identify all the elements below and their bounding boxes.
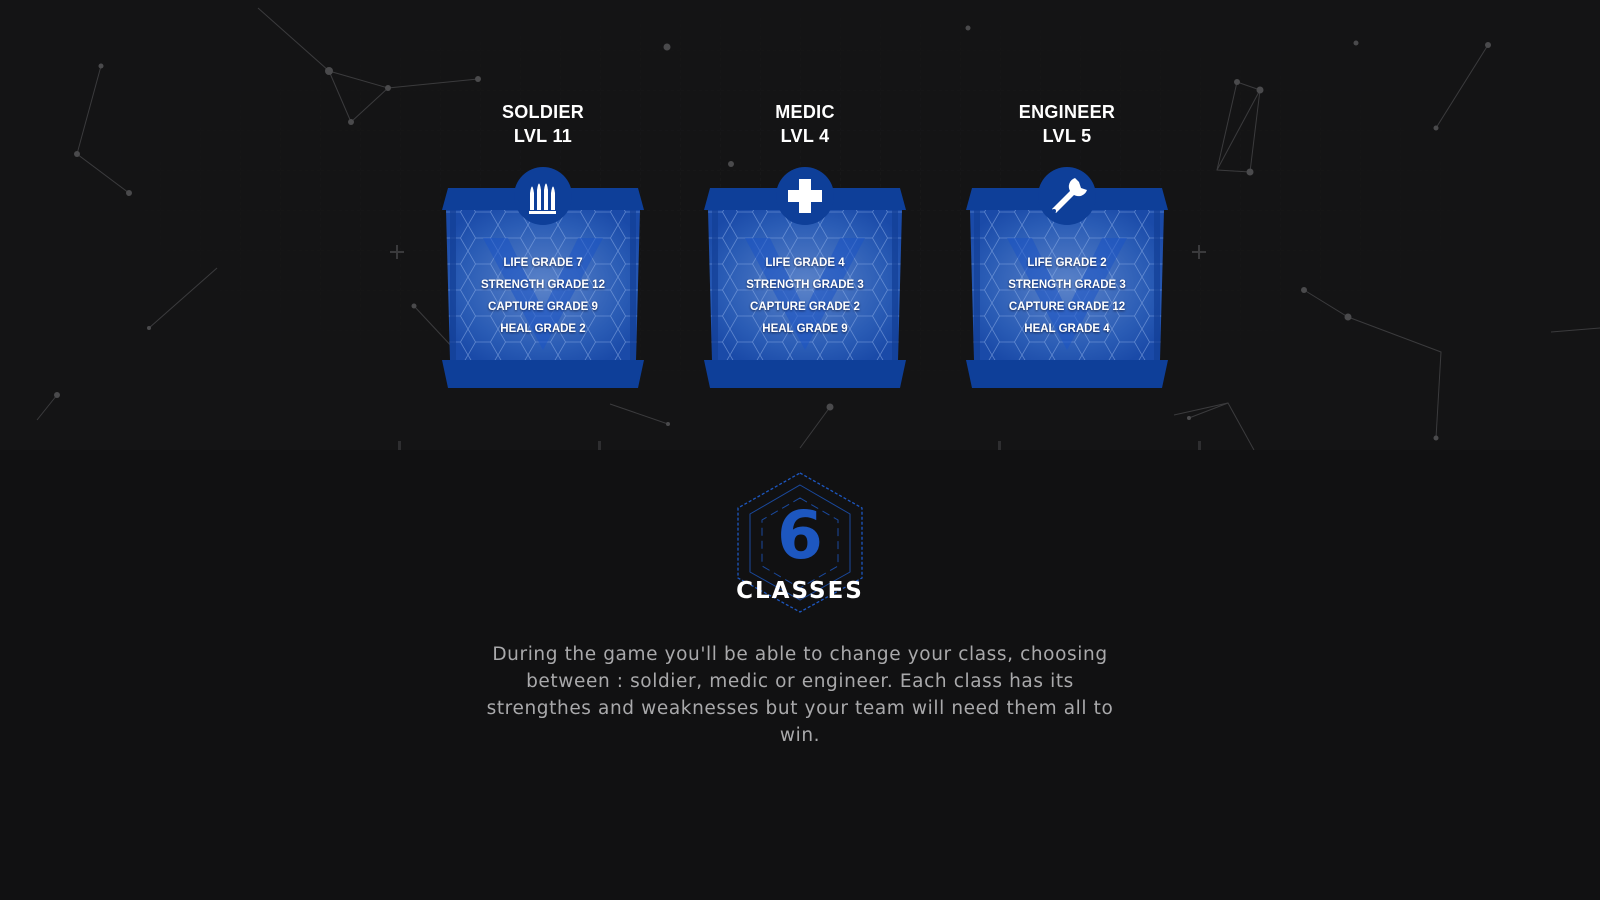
- stat-heal: HEAL GRADE 4: [1024, 323, 1110, 335]
- card-frame: [704, 188, 906, 388]
- wrench-icon: [1038, 167, 1096, 225]
- class-name: MEDIC: [775, 102, 835, 122]
- stat-heal: HEAL GRADE 2: [500, 323, 586, 335]
- stat-heal: HEAL GRADE 9: [762, 323, 848, 335]
- class-title: MEDIC LVL 4: [700, 100, 910, 148]
- hexagon-badge: [737, 472, 863, 613]
- class-stats: LIFE GRADE 4 STRENGTH GRADE 3 CAPTURE GR…: [700, 252, 910, 340]
- stat-strength: STRENGTH GRADE 12: [481, 279, 605, 291]
- class-level: LVL 11: [513, 126, 573, 146]
- stat-capture: CAPTURE GRADE 2: [750, 301, 860, 313]
- stat-life: LIFE GRADE 2: [1027, 257, 1107, 269]
- class-name: SOLDIER: [501, 102, 585, 122]
- class-card-engineer[interactable]: ENGINEER LVL 5 LIFE GRADE 2 STRENGTH GRA…: [962, 100, 1172, 400]
- class-count-label: CLASSES: [736, 578, 864, 604]
- class-level: LVL 5: [1042, 126, 1092, 146]
- card-frame: [966, 188, 1168, 388]
- class-card-soldier[interactable]: SOLDIER LVL 11 LIFE GRADE 7 STRENGTH GRA…: [438, 100, 648, 400]
- medical-cross-icon: [776, 167, 834, 225]
- bullets-icon: [514, 167, 572, 225]
- classes-description: During the game you'll be able to change…: [486, 644, 1114, 746]
- stat-life: LIFE GRADE 7: [503, 257, 583, 269]
- stat-strength: STRENGTH GRADE 3: [746, 279, 864, 291]
- class-title: SOLDIER LVL 11: [438, 100, 648, 148]
- class-stats: LIFE GRADE 7 STRENGTH GRADE 12 CAPTURE G…: [438, 252, 648, 340]
- class-stats: LIFE GRADE 2 STRENGTH GRADE 3 CAPTURE GR…: [962, 252, 1172, 340]
- stat-strength: STRENGTH GRADE 3: [1008, 279, 1126, 291]
- constellation-decoration: [36, 7, 1600, 450]
- class-name: ENGINEER: [1018, 102, 1116, 122]
- class-level: LVL 4: [780, 126, 830, 146]
- stat-life: LIFE GRADE 4: [765, 257, 845, 269]
- stat-capture: CAPTURE GRADE 12: [1008, 301, 1126, 313]
- stat-capture: CAPTURE GRADE 9: [488, 301, 598, 313]
- class-card-medic[interactable]: MEDIC LVL 4 LIFE GRADE 4 STRENGTH GRADE …: [700, 100, 910, 400]
- class-title: ENGINEER LVL 5: [962, 100, 1172, 148]
- class-count: 6: [777, 497, 823, 574]
